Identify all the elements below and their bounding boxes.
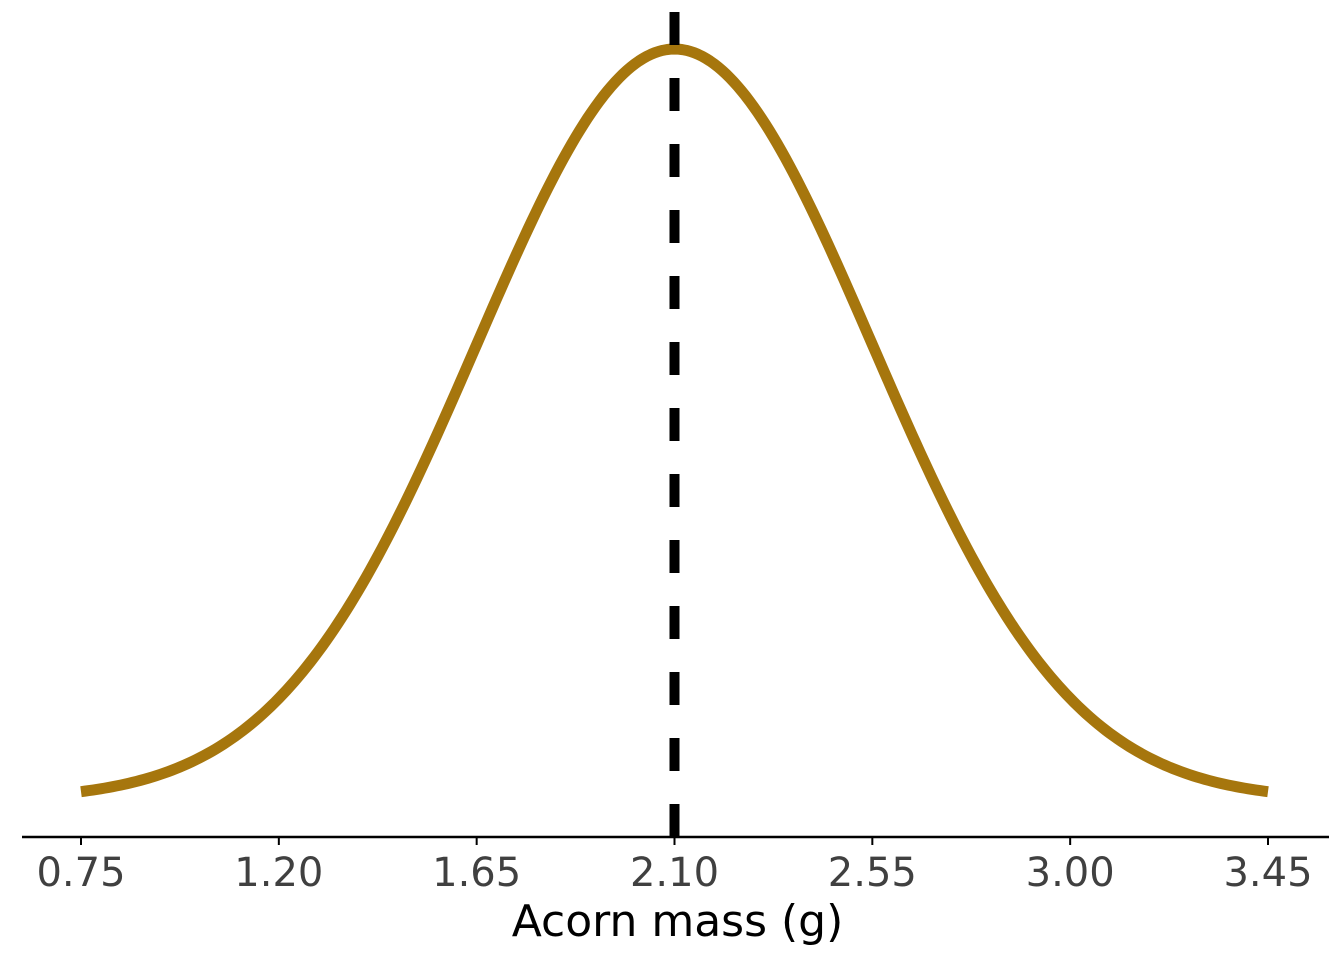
x-axis-ticks: 0.75 1.20 1.65 2.10 2.55 3.00 3.45 [36, 837, 1313, 896]
x-tick-label: 0.75 [36, 850, 125, 896]
x-tick-label: 2.10 [630, 850, 719, 896]
x-tick-label: 1.65 [432, 850, 521, 896]
x-tick-label: 3.45 [1223, 850, 1312, 896]
x-tick-label: 1.20 [234, 850, 323, 896]
x-axis-title: Acorn mass (g) [512, 896, 844, 947]
density-curve [79, 43, 1270, 798]
x-axis: 0.75 1.20 1.65 2.10 2.55 3.00 3.45 Acorn mass … [22, 835, 1329, 947]
x-tick-label: 2.55 [828, 850, 917, 896]
x-tick-label: 3.00 [1026, 850, 1115, 896]
plot-area [79, 12, 1270, 837]
